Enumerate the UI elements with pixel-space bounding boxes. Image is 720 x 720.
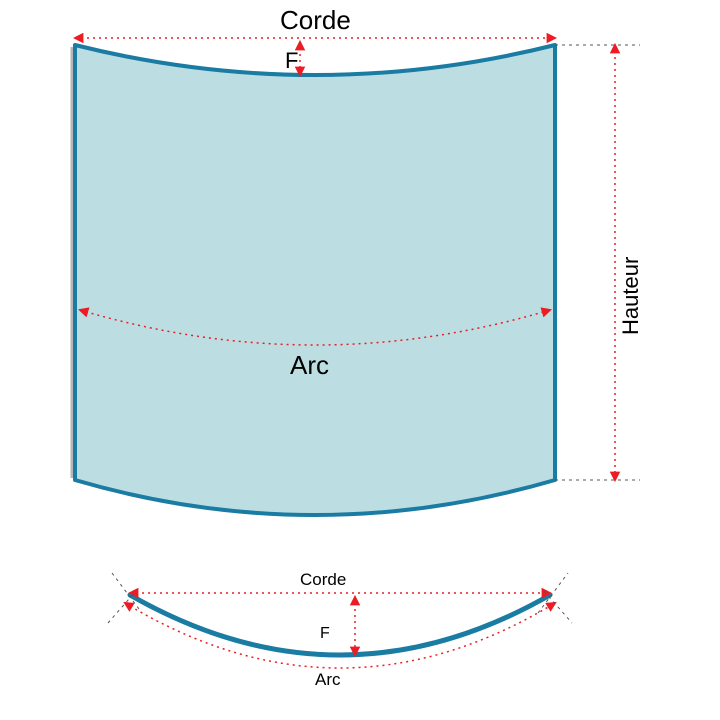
cross-section-arc bbox=[130, 595, 550, 655]
label-f-top: F bbox=[285, 48, 298, 74]
label-arc-mid: Arc bbox=[290, 350, 329, 381]
label-corde-bottom: Corde bbox=[300, 570, 346, 590]
label-arc-bottom: Arc bbox=[315, 670, 341, 690]
label-hauteur: Hauteur bbox=[618, 257, 644, 335]
glass-panel bbox=[75, 45, 555, 515]
label-f-bottom: F bbox=[320, 625, 330, 643]
label-corde-top: Corde bbox=[280, 5, 351, 36]
diagram-canvas bbox=[0, 0, 720, 720]
dim-arc-bottom bbox=[125, 603, 555, 668]
